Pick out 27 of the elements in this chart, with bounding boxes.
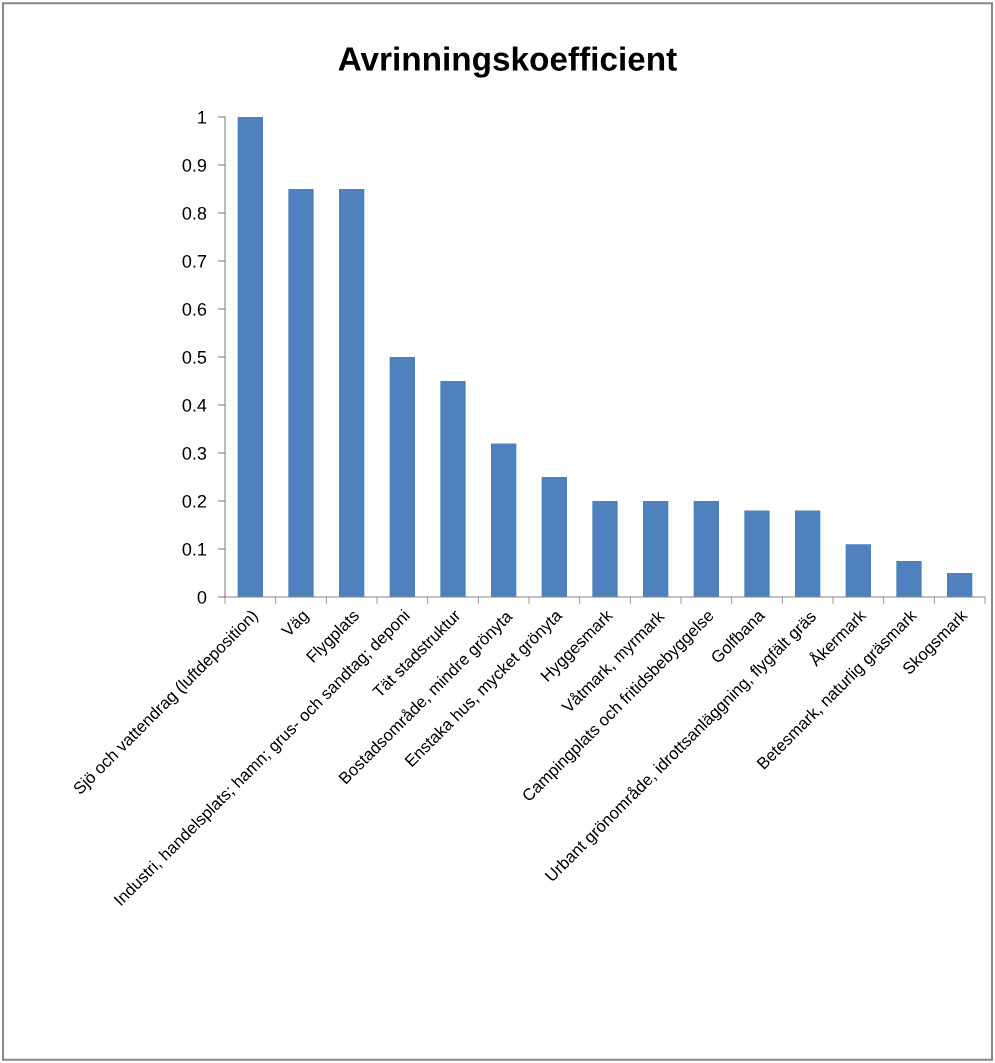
y-tick-label: 0.2 xyxy=(182,494,207,508)
bar xyxy=(541,477,567,597)
bar xyxy=(896,561,922,597)
y-tick-label: 0 xyxy=(197,590,207,604)
bar xyxy=(693,501,719,597)
bar xyxy=(288,189,314,597)
chart-title: Avrinningskoefficient xyxy=(338,46,677,78)
y-tick-label: 0.5 xyxy=(182,350,207,364)
bar xyxy=(845,544,871,597)
bar xyxy=(592,501,618,597)
bar xyxy=(440,381,466,597)
y-tick-label: 0.3 xyxy=(182,446,207,460)
bar xyxy=(947,573,973,597)
bar xyxy=(339,189,365,597)
y-tick-label: 0.1 xyxy=(182,542,207,556)
bar xyxy=(744,510,770,597)
bar xyxy=(491,443,517,597)
bar xyxy=(643,501,669,597)
y-tick-label: 1 xyxy=(198,111,207,124)
bar xyxy=(795,510,821,597)
y-tick-label: 0.9 xyxy=(182,158,207,172)
y-tick-label: 0.8 xyxy=(182,206,207,220)
y-tick-label: 0.6 xyxy=(182,302,207,316)
y-tick-label: 0.7 xyxy=(182,254,207,268)
bar xyxy=(237,117,263,597)
y-tick-label: 0.4 xyxy=(182,398,207,412)
bar xyxy=(389,357,415,597)
